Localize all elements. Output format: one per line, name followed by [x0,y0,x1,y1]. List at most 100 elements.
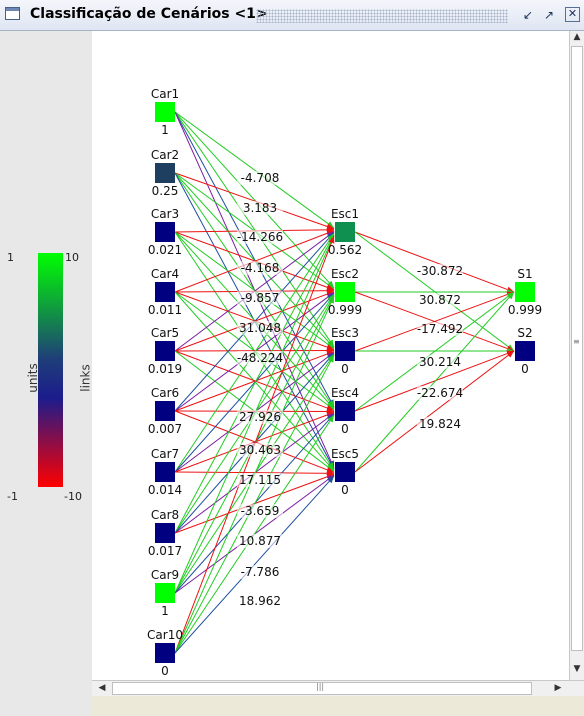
node-box[interactable] [155,341,175,361]
node-value: 0.021 [148,243,182,257]
input-node-car9[interactable]: Car9 1 [151,568,179,618]
titlebar-texture [256,9,508,23]
node-box[interactable] [155,163,175,183]
horizontal-scrollbar[interactable]: ◀ ||| ▶ [92,680,584,696]
maximize-icon[interactable]: ↗ [543,8,555,22]
input-node-car7[interactable]: Car7 0.014 [148,447,182,497]
vertical-scrollbar[interactable]: ▲ ≡ ▼ [569,31,584,680]
window-bottom-strip [92,696,584,716]
node-box[interactable] [155,462,175,482]
input-node-car10[interactable]: Car10 0 [147,628,183,678]
input-weight-label-10: 17.115 [239,473,281,487]
legend-links-min: -10 [64,490,82,503]
input-weight-label-9: 30.463 [239,443,281,457]
legend-units-max: 1 [7,251,14,264]
link-car10-esc5 [174,475,335,654]
input-weight-label-2: 3.183 [243,201,277,215]
horizontal-scroll-thumb[interactable] [112,682,532,695]
link-esc5-s2 [354,350,515,473]
hidden-weight-label-6: 19.824 [419,417,461,431]
window-icon [5,7,20,20]
node-value: 0.562 [328,243,362,257]
input-weight-label-13: -7.786 [241,565,280,579]
output-node-s1[interactable]: S1 0.999 [508,267,542,317]
input-weight-label-6: 31.048 [239,321,281,335]
link-esc1-s1 [354,231,515,293]
hidden-weight-label-2: 30.872 [419,293,461,307]
input-node-car1[interactable]: Car1 1 [151,87,179,137]
node-label: Esc5 [331,447,359,461]
legend-links-label: links [78,364,93,392]
input-node-car4[interactable]: Car4 0.011 [148,267,182,317]
node-box[interactable] [515,282,535,302]
node-label: S1 [517,267,532,281]
node-box[interactable] [335,341,355,361]
node-box[interactable] [155,523,175,543]
legend-color-bar [38,253,63,487]
scroll-right-icon[interactable]: ▶ [554,683,562,693]
node-label: Esc4 [331,386,359,400]
output-node-s2[interactable]: S2 0 [515,326,535,376]
scroll-up-icon[interactable]: ▲ [573,32,581,42]
network-canvas[interactable]: -4.708 3.183 -14.266 -4.168 -9.857 31.048 -48.… [92,31,569,680]
node-label: Car8 [151,508,179,522]
input-weight-label-14: 18.962 [239,594,281,608]
node-value: 0.007 [148,422,182,436]
input-weight-label-3: -14.266 [237,230,283,244]
scroll-left-icon[interactable]: ◀ [98,683,106,693]
input-weight-label-4: -4.168 [241,261,280,275]
node-value: 0.019 [148,362,182,376]
node-label: Car6 [151,386,179,400]
node-box[interactable] [335,462,355,482]
network-diagram: -4.708 3.183 -14.266 -4.168 -9.857 31.048 -48.… [147,87,542,678]
node-label: Car2 [151,148,179,162]
input-weight-label-8: 27.926 [239,410,281,424]
node-box[interactable] [335,401,355,421]
input-node-car8[interactable]: Car8 0.017 [148,508,182,558]
vertical-scroll-thumb[interactable] [571,46,583,651]
network-nodes: Car1 1 Car2 0.25 Car3 0.021 Car4 0.011 Car5 0.019… [147,87,542,678]
input-node-car5[interactable]: Car5 0.019 [148,326,182,376]
node-label: Car10 [147,628,183,642]
minimize-icon[interactable]: ↙ [522,8,534,22]
link-esc5-s1 [354,291,515,473]
node-box[interactable] [155,222,175,242]
node-value: 0.017 [148,544,182,558]
hidden-node-esc1[interactable]: Esc1 0.562 [328,207,362,257]
node-box[interactable] [335,222,355,242]
node-box[interactable] [515,341,535,361]
node-value: 0.014 [148,483,182,497]
node-box[interactable] [155,282,175,302]
node-label: Car4 [151,267,179,281]
node-value: 1 [161,123,169,137]
node-box[interactable] [155,102,175,122]
node-label: Car5 [151,326,179,340]
hidden-node-esc3[interactable]: Esc3 0 [331,326,359,376]
input-node-car6[interactable]: Car6 0.007 [148,386,182,436]
hidden-weight-label-5: -22.674 [417,386,463,400]
node-value: 0.25 [152,184,179,198]
scroll-down-icon[interactable]: ▼ [573,664,581,674]
window-titlebar[interactable]: Classificação de Cenários <1> ↙ ↗ ✕ [0,0,584,31]
hidden-node-esc4[interactable]: Esc4 0 [331,386,359,436]
node-label: S2 [517,326,532,340]
close-icon[interactable]: ✕ [565,7,580,22]
node-box[interactable] [155,643,175,663]
input-weight-label-7: -48.224 [237,351,283,365]
node-box[interactable] [335,282,355,302]
node-box[interactable] [155,401,175,421]
node-value: 0 [521,362,529,376]
input-node-car3[interactable]: Car3 0.021 [148,207,182,257]
hidden-node-esc2[interactable]: Esc2 0.999 [328,267,362,317]
input-weight-label-11: -3.659 [241,504,280,518]
node-label: Esc3 [331,326,359,340]
node-value: 0 [341,422,349,436]
node-value: 1 [161,604,169,618]
hidden-node-esc5[interactable]: Esc5 0 [331,447,359,497]
node-value: 0.999 [508,303,542,317]
hidden-weight-label-3: -17.492 [417,322,463,336]
node-box[interactable] [155,583,175,603]
node-value: 0 [161,664,169,678]
input-node-car2[interactable]: Car2 0.25 [151,148,179,198]
node-label: Car7 [151,447,179,461]
